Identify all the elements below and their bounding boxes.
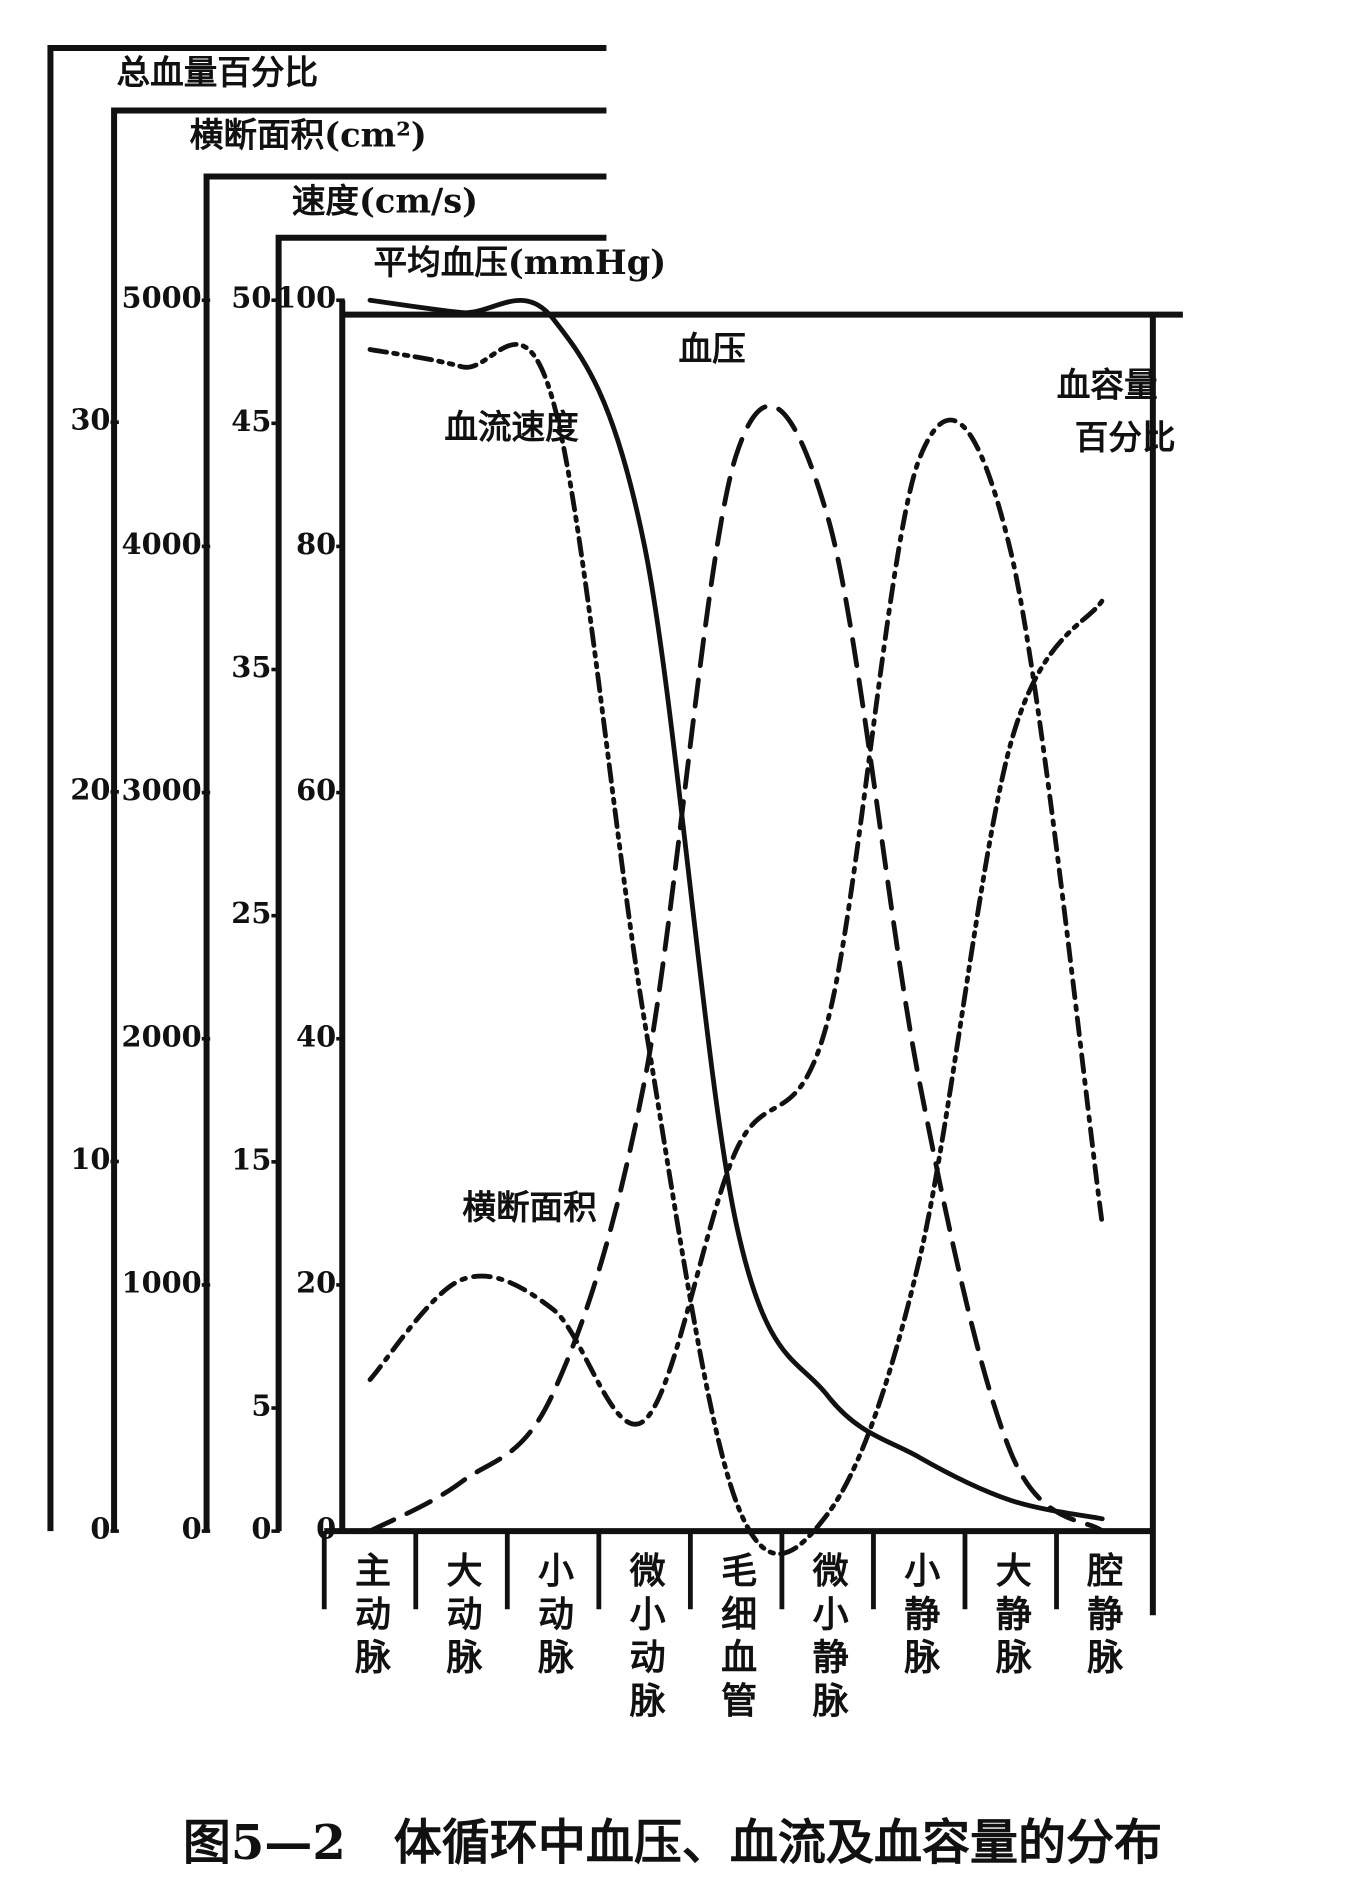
caption: 图5—2 体循环中血压、血流及血容量的分布 [183,1815,1162,1871]
x-tick-label: 小静脉 [898,1551,940,1681]
series-label: 血容量百分比 [1057,364,1176,457]
y-tick-label: 15 [231,1142,271,1176]
y-tick-label: 50 [231,281,271,315]
y-tick-label: 1000 [122,1265,202,1299]
x-tick-label: 微小动脉 [624,1551,667,1724]
x-tick-label: 主动脉 [349,1551,391,1681]
data-line [367,342,1105,1556]
y-tick-label: 3000 [122,773,202,807]
x-tick-label: 毛细血管 [715,1551,757,1724]
axis-frame [203,173,607,1532]
y-tick-label: 0 [251,1512,271,1546]
y-tick-label: 4000 [122,527,202,561]
x-tick-label: 微小静脉 [807,1551,850,1724]
y-tick-label: 0 [90,1512,110,1546]
y-tick-label: 35 [231,650,271,684]
plot-frame [324,300,1183,1616]
y-tick-label: 10 [70,1142,110,1176]
y-tick-label: 60 [296,773,336,807]
y-tick-label: 5000 [122,281,202,315]
data-line [367,297,1105,1522]
y-tick-label: 5 [251,1389,271,1423]
y-tick-label: 30 [70,403,110,437]
y-tick-label: 2000 [122,1019,202,1053]
y-tick-label: 100 [276,281,336,315]
x-tick-label: 小动脉 [532,1551,574,1681]
axis-frame [275,234,607,1532]
series-label: 血压 [679,328,746,368]
series-label: 横断面积 [462,1187,596,1227]
axis-frame [47,45,607,1532]
series-label: 血流速度 [444,406,579,446]
axis-title: 横断面积(cm²) [190,115,427,155]
y-tick-label: 80 [296,527,336,561]
y-tick-label: 25 [231,896,271,930]
y-tick-label: 0 [182,1512,202,1546]
y-tick-label: 45 [231,404,271,438]
axis-frame [111,107,607,1532]
data-line [367,403,1105,1534]
data-line [367,417,1105,1427]
axis-title: 总血量百分比 [116,52,318,92]
y-tick-label: 40 [296,1019,336,1053]
axis-title: 平均血压(mmHg) [373,242,666,282]
x-tick-label: 大动脉 [441,1551,483,1681]
axis-title: 速度(cm/s) [292,181,478,221]
x-tick-label: 大静脉 [990,1551,1032,1681]
y-tick-label: 20 [296,1265,336,1299]
x-tick-label: 腔静脉 [1081,1551,1124,1681]
y-tick-label: 20 [70,772,110,806]
